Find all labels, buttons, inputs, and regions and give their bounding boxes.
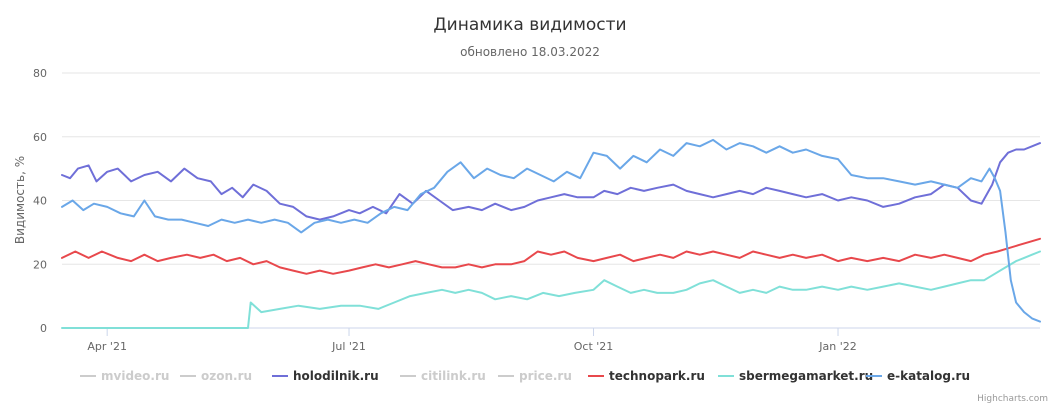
legend-label: holodilnik.ru xyxy=(293,369,379,383)
y-axis-ticks: 0 20 40 60 80 xyxy=(33,67,47,335)
x-tick-label: Oct '21 xyxy=(574,340,614,353)
x-tick-label: Jul '21 xyxy=(331,340,366,353)
legend-label: ozon.ru xyxy=(201,369,252,383)
legend-item-mvideo-ru[interactable]: mvideo.ru xyxy=(80,369,169,383)
x-axis-ticks: Apr '21 Jul '21 Oct '21 Jan '22 xyxy=(87,328,857,353)
y-tick-label: 20 xyxy=(33,258,47,271)
x-tick-label: Jan '22 xyxy=(818,340,856,353)
series-line-e-katalog-ru[interactable] xyxy=(61,138,1041,323)
legend-label: e-katalog.ru xyxy=(887,369,970,383)
y-tick-label: 0 xyxy=(40,322,47,335)
y-tick-label: 80 xyxy=(33,67,47,80)
series-line-sbermegamarket-ru[interactable] xyxy=(61,250,1041,329)
x-tick-label: Apr '21 xyxy=(87,340,127,353)
legend-item-technopark-ru[interactable]: technopark.ru xyxy=(588,369,705,383)
series-line-holodilnik-ru[interactable] xyxy=(61,142,1041,221)
series-lines xyxy=(61,138,1041,329)
legend-label: sbermegamarket.ru xyxy=(739,369,873,383)
legend-item-price-ru[interactable]: price.ru xyxy=(498,369,572,383)
chart-subtitle: обновлено 18.03.2022 xyxy=(460,45,600,59)
legend-item-holodilnik-ru[interactable]: holodilnik.ru xyxy=(272,369,379,383)
y-tick-label: 40 xyxy=(33,195,47,208)
y-tick-label: 60 xyxy=(33,131,47,144)
legend-label: price.ru xyxy=(519,369,572,383)
legend-label: technopark.ru xyxy=(609,369,705,383)
legend-label: citilink.ru xyxy=(421,369,486,383)
y-axis-label: Видимость, % xyxy=(13,156,27,244)
legend-item-sbermegamarket-ru[interactable]: sbermegamarket.ru xyxy=(718,369,873,383)
legend-item-ozon-ru[interactable]: ozon.ru xyxy=(180,369,252,383)
legend: mvideo.ru ozon.ru holodilnik.ru citilink.ru… xyxy=(80,369,970,383)
legend-label: mvideo.ru xyxy=(101,369,169,383)
legend-item-e-katalog-ru[interactable]: e-katalog.ru xyxy=(866,369,970,383)
grid-lines xyxy=(62,72,1040,265)
credits-link[interactable]: Highcharts.com xyxy=(977,394,1048,404)
series-line-technopark-ru[interactable] xyxy=(61,237,1041,275)
chart-title: Динамика видимости xyxy=(433,15,626,35)
legend-item-citilink-ru[interactable]: citilink.ru xyxy=(400,369,486,383)
